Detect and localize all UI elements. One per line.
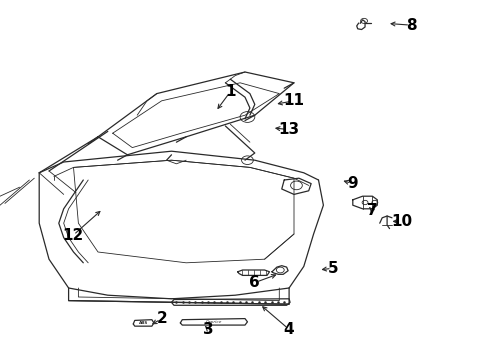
Text: ABS: ABS [139, 321, 148, 325]
Text: 12: 12 [62, 228, 83, 243]
Text: 6: 6 [249, 275, 260, 290]
Text: 3: 3 [203, 322, 214, 337]
Text: 9: 9 [347, 176, 358, 191]
Text: 13: 13 [278, 122, 300, 137]
Text: 7: 7 [367, 203, 378, 218]
Text: 4: 4 [284, 322, 294, 337]
Text: Caprice: Caprice [205, 320, 222, 324]
Text: 8: 8 [406, 18, 417, 33]
Text: 1: 1 [225, 84, 236, 99]
Text: 11: 11 [284, 93, 304, 108]
Text: 5: 5 [328, 261, 339, 276]
Text: 2: 2 [156, 311, 167, 326]
Text: 10: 10 [391, 214, 413, 229]
